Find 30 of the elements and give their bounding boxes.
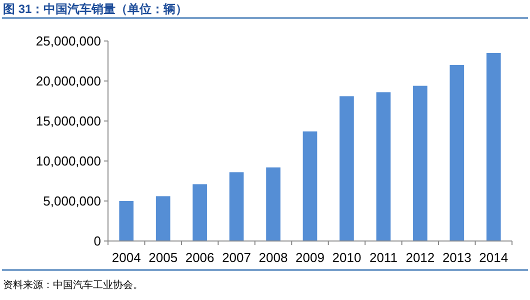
x-tick-label: 2008 [258,250,288,265]
x-tick-label: 2006 [185,250,214,265]
y-tick-label: 0 [94,234,101,248]
bar [450,65,464,241]
x-tick-label: 2013 [442,250,472,265]
bar [376,92,391,241]
y-tick-label: 5,000,000 [43,194,101,208]
x-tick-label: 2012 [406,250,435,265]
x-tick-label: 2004 [112,250,141,265]
x-tick-label: 2010 [332,250,362,265]
x-tick-label: 2011 [369,250,398,265]
text: 资料来源：中国汽车工业协会。 [3,279,143,291]
bar [156,196,170,241]
bar [119,201,134,241]
bar [302,131,318,241]
y-tick-label: 25,000,000 [36,34,101,48]
bar [340,96,354,241]
chart-title: 图 31：中国汽车销量（单位：辆） [3,2,188,16]
x-tick-label: 2007 [222,250,252,265]
x-tick-label: 2009 [296,250,324,265]
bar [486,53,501,241]
x-tick-label: 2005 [148,250,178,265]
bar [413,86,428,241]
bar [266,167,280,241]
bar [192,184,207,241]
x-tick-label: 2014 [479,250,508,265]
y-tick-label: 15,000,000 [36,114,101,128]
y-tick-label: 10,000,000 [36,154,101,168]
bar [229,172,244,241]
y-tick-label: 20,000,000 [36,74,101,88]
